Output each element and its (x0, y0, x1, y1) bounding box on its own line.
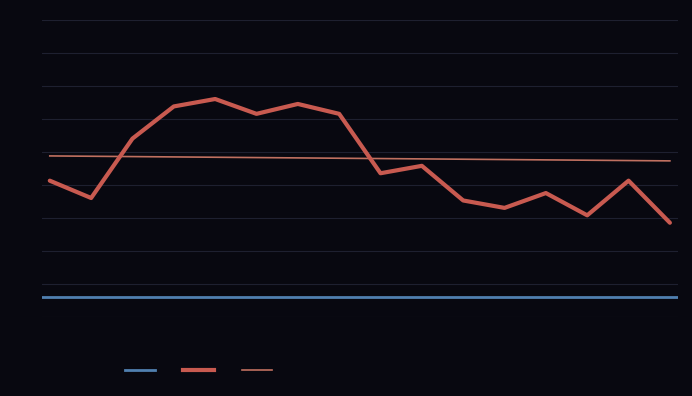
Legend: , , : , , (125, 366, 273, 375)
